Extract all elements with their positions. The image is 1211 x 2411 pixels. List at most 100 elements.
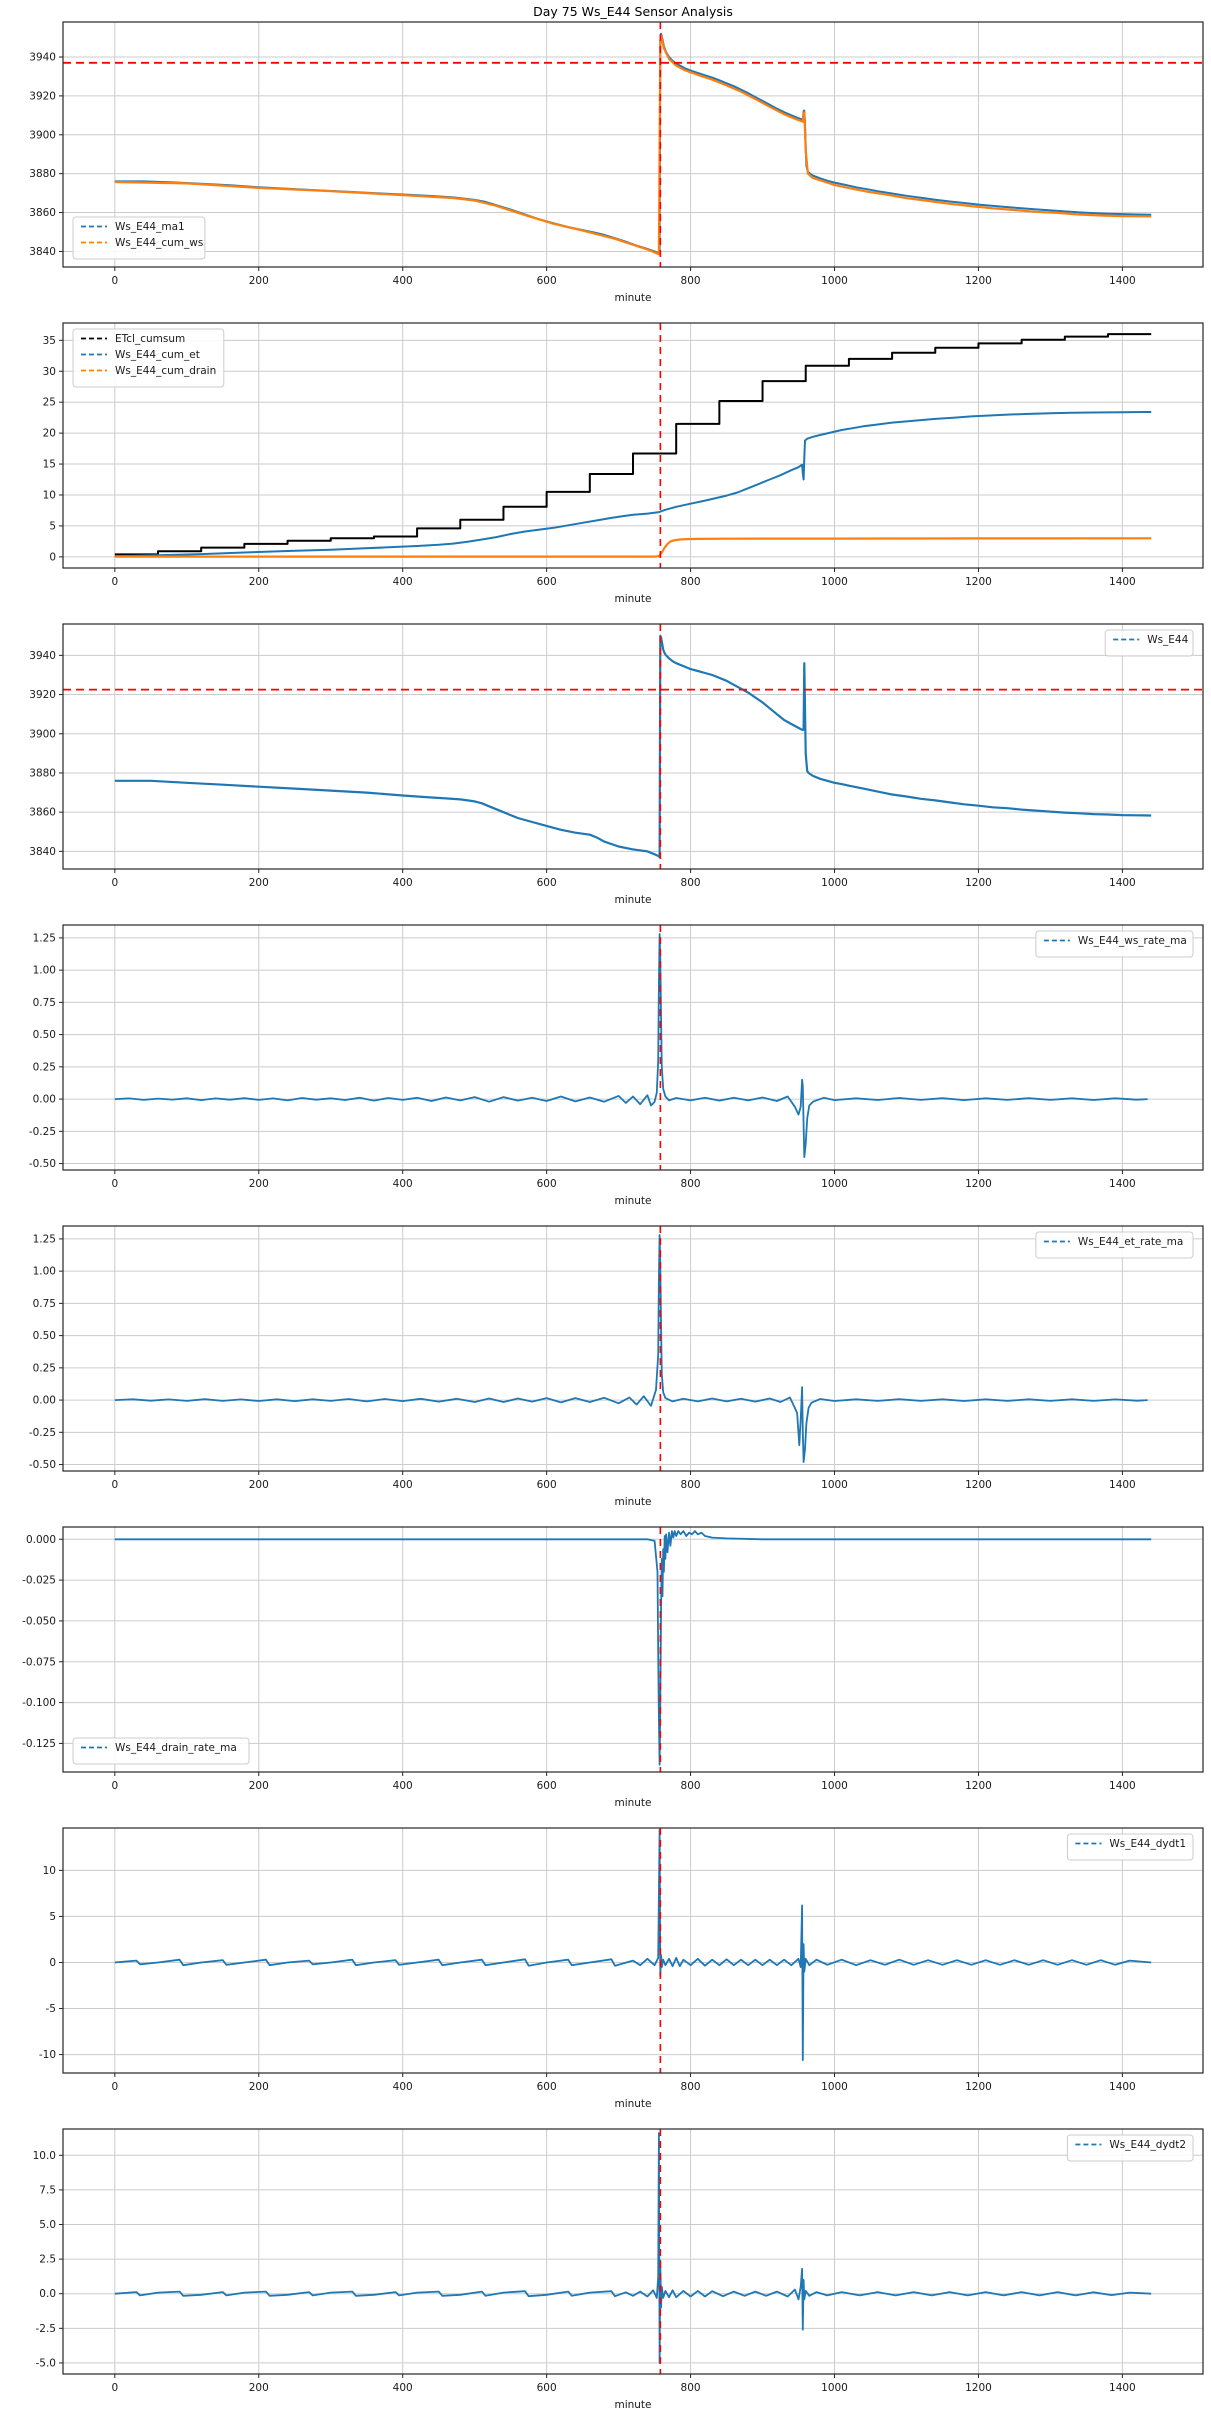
x-tick-label: 400 (393, 275, 413, 287)
x-tick-label: 0 (111, 1479, 118, 1491)
x-axis-label: minute (614, 2098, 651, 2110)
x-tick-label: 400 (393, 1780, 413, 1792)
legend-label: Ws_E44_dydt1 (1109, 1838, 1186, 1850)
x-tick-label: 600 (537, 2081, 557, 2093)
panel-ws-e44-ma1-cum-ws-plot: 3940 3920 3900 3880 3860 3840 0 200 400 600 800 100… (29, 21, 1204, 304)
y-tick-label: 1.25 (33, 1233, 56, 1245)
y-tick-label: -0.075 (22, 1656, 56, 1668)
legend-label: Ws_E44_cum_et (115, 349, 200, 361)
series-Ws_E44 (114, 634, 1152, 859)
y-tick-label: 2.5 (39, 2254, 56, 2266)
legend-label: Ws_E44_ma1 (115, 221, 185, 233)
y-tick-label: -5 (46, 2003, 56, 2015)
x-tick-label: 400 (393, 576, 413, 588)
chart-title: Day 75 Ws_E44 Sensor Analysis (533, 4, 733, 19)
series-Ws_E44_ws_rate_ma (114, 933, 1148, 1158)
x-tick-label: 200 (249, 576, 269, 588)
y-tick-label: 5 (49, 520, 56, 532)
x-tick-label: 600 (537, 275, 557, 287)
x-tick-label: 0 (111, 576, 118, 588)
x-tick-label: 400 (393, 877, 413, 889)
legend-label: Ws_E44_cum_ws (115, 237, 203, 249)
y-tick-label: 3940 (29, 52, 56, 64)
x-tick-label: 1000 (821, 2081, 848, 2093)
x-tick-label: 1200 (965, 576, 992, 588)
x-tick-label: 0 (111, 2081, 118, 2093)
x-tick-label: 0 (111, 877, 118, 889)
y-tick-label: 3840 (29, 846, 56, 858)
x-tick-label: 600 (537, 1479, 557, 1491)
x-tick-label: 1000 (821, 1479, 848, 1491)
x-tick-label: 400 (393, 1178, 413, 1190)
axes-border (62, 924, 1204, 1171)
x-tick-label: 400 (393, 2382, 413, 2394)
legend-box (1066, 1833, 1194, 1861)
x-tick-label: 1400 (1109, 2081, 1136, 2093)
y-tick-label: 0.25 (33, 1362, 56, 1374)
y-tick-label: 10 (43, 1865, 56, 1877)
y-tick-label: 0.75 (33, 997, 56, 1009)
series-Ws_E44_cum_drain (114, 537, 1152, 558)
legend-label: Ws_E44_et_rate_ma (1078, 1236, 1183, 1248)
x-tick-label: 1400 (1109, 576, 1136, 588)
legend-box (72, 328, 225, 388)
x-tick-label: 1200 (965, 877, 992, 889)
y-tick-label: -0.50 (29, 1459, 56, 1471)
x-tick-label: 1200 (965, 1780, 992, 1792)
x-axis-label: minute (614, 1496, 651, 1508)
y-tick-label: -0.50 (29, 1158, 56, 1170)
axes-border (62, 1526, 1204, 1773)
y-tick-label: 0.50 (33, 1330, 56, 1342)
x-tick-label: 200 (249, 1479, 269, 1491)
x-tick-label: 1400 (1109, 1178, 1136, 1190)
x-tick-label: 1000 (821, 576, 848, 588)
x-axis-label: minute (614, 1195, 651, 1207)
x-tick-label: 1000 (821, 1780, 848, 1792)
y-tick-label: 5 (49, 1911, 56, 1923)
x-tick-label: 200 (249, 877, 269, 889)
y-tick-label: -2.5 (36, 2323, 57, 2335)
x-tick-label: 1200 (965, 2382, 992, 2394)
y-tick-label: 0 (49, 551, 56, 563)
y-tick-label: -0.25 (29, 1427, 56, 1439)
x-tick-label: 200 (249, 1178, 269, 1190)
x-tick-label: 0 (111, 275, 118, 287)
y-tick-label: 1.25 (33, 932, 56, 944)
x-tick-label: 1400 (1109, 1780, 1136, 1792)
x-tick-label: 600 (537, 576, 557, 588)
x-axis-label: minute (614, 894, 651, 906)
y-tick-label: 0.0 (39, 2288, 56, 2300)
y-tick-label: 3900 (29, 728, 56, 740)
x-tick-label: 800 (681, 275, 701, 287)
legend-label: Ws_E44_drain_rate_ma (115, 1742, 237, 1754)
axes-border (62, 1225, 1204, 1472)
legend-box (1104, 629, 1194, 657)
legend-label: Ws_E44_cum_drain (115, 365, 216, 377)
y-tick-label: 30 (43, 366, 56, 378)
series-Ws_E44_ma1 (114, 32, 1152, 255)
x-tick-label: 600 (537, 2382, 557, 2394)
x-tick-label: 600 (537, 1178, 557, 1190)
y-tick-label: 0 (49, 1957, 56, 1969)
series-Ws_E44_drain_rate_ma (114, 1530, 1152, 1766)
legend-box (72, 216, 206, 260)
series-Ws_E44_cum_ws (114, 34, 1152, 256)
y-tick-label: 35 (43, 335, 56, 347)
x-tick-label: 1000 (821, 877, 848, 889)
x-tick-label: 800 (681, 1479, 701, 1491)
y-tick-label: -0.25 (29, 1126, 56, 1138)
y-tick-label: 3880 (29, 168, 56, 180)
y-tick-label: -0.125 (22, 1738, 56, 1750)
panel-cumulative-et-drain-plot: 35 30 25 20 15 10 5 0 0 200 400 600 800 1000 1200 1400 m… (43, 322, 1204, 605)
y-tick-label: 3940 (29, 650, 56, 662)
y-tick-label: 0.25 (33, 1061, 56, 1073)
axes-border (62, 623, 1204, 870)
x-tick-label: 200 (249, 2382, 269, 2394)
x-tick-label: 1200 (965, 1178, 992, 1190)
panel-dydt1-plot: 10 5 0 -5 -10 0 200 400 600 800 1000 1200 1400 minute… (39, 1827, 1204, 2110)
x-tick-label: 1000 (821, 2382, 848, 2394)
y-tick-label: 10.0 (33, 2150, 56, 2162)
series-Ws_E44_cum_et (114, 411, 1152, 558)
legend-box (1066, 2134, 1194, 2162)
